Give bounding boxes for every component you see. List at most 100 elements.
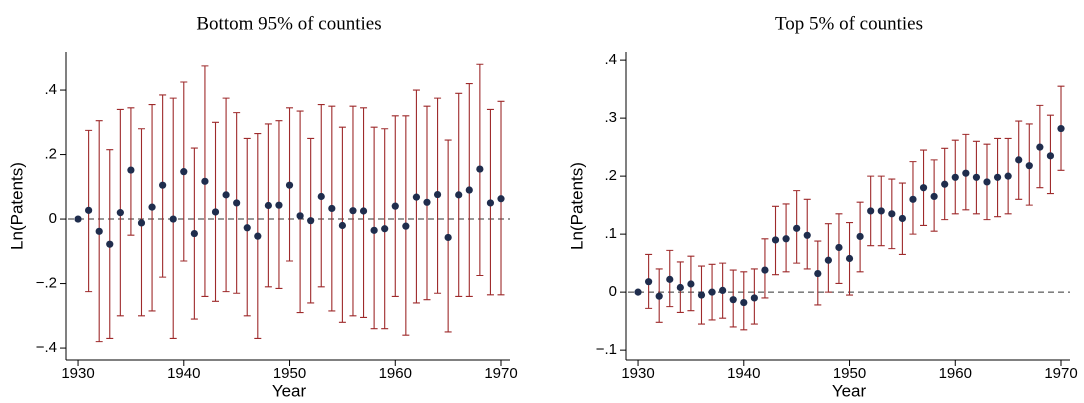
- point: [719, 286, 727, 294]
- y-tick-label: 0: [609, 283, 617, 300]
- point: [634, 288, 642, 296]
- point: [127, 166, 135, 174]
- point: [845, 254, 854, 263]
- x-axis-label: Year: [272, 381, 307, 400]
- point: [444, 233, 452, 242]
- point: [338, 221, 346, 230]
- point: [676, 283, 684, 292]
- point: [328, 204, 336, 213]
- point: [180, 168, 188, 176]
- point: [645, 278, 653, 286]
- point: [962, 169, 970, 177]
- point: [116, 209, 124, 217]
- chart-title: Top 5% of counties: [775, 13, 923, 34]
- point: [888, 210, 896, 218]
- x-axis-label: Year: [832, 381, 867, 400]
- error-bar: [296, 110, 304, 314]
- point: [814, 269, 822, 278]
- point: [412, 193, 421, 201]
- y-tick-label: .1: [604, 225, 617, 242]
- point: [666, 275, 674, 283]
- point: [433, 190, 442, 199]
- x-tick-label: 1970: [1044, 365, 1077, 382]
- point: [729, 296, 737, 304]
- point: [761, 266, 769, 274]
- point: [275, 201, 283, 209]
- point: [740, 298, 748, 307]
- point: [1004, 172, 1012, 180]
- point: [1057, 124, 1065, 133]
- x-tick-label: 1930: [621, 365, 654, 382]
- point: [687, 280, 695, 288]
- point: [919, 184, 928, 192]
- point: [898, 214, 906, 223]
- point: [877, 207, 885, 215]
- point: [455, 191, 463, 199]
- point: [169, 215, 177, 223]
- point: [190, 229, 198, 238]
- point: [423, 198, 431, 206]
- point: [486, 199, 495, 207]
- point: [1025, 162, 1033, 170]
- point: [254, 232, 262, 240]
- y-tick-label: .2: [604, 167, 617, 184]
- point: [655, 292, 663, 300]
- y-tick-label: −.2: [36, 275, 57, 292]
- point: [1036, 143, 1044, 151]
- point: [708, 288, 716, 296]
- point: [793, 224, 801, 232]
- y-tick-label: .3: [604, 109, 617, 126]
- point: [349, 207, 357, 215]
- point: [201, 177, 209, 185]
- x-tick-label: 1950: [273, 365, 306, 382]
- point: [1046, 152, 1055, 160]
- point: [148, 203, 156, 211]
- point: [465, 186, 473, 194]
- chart-title: Bottom 95% of counties: [196, 13, 381, 34]
- point: [697, 291, 706, 299]
- y-tick-label: 0: [49, 210, 57, 227]
- point: [74, 215, 82, 223]
- y-tick-label: −.1: [596, 341, 617, 358]
- point: [782, 235, 790, 243]
- point: [317, 192, 325, 201]
- point: [159, 181, 167, 189]
- point: [95, 227, 103, 235]
- x-tick-label: 1940: [727, 365, 760, 382]
- x-tick-label: 1960: [939, 365, 972, 382]
- point: [993, 173, 1002, 181]
- point: [381, 225, 389, 233]
- point: [867, 207, 875, 215]
- y-tick-label: −.4: [36, 339, 57, 356]
- point: [85, 206, 93, 214]
- y-axis-label: Ln(Patents): [7, 162, 26, 250]
- point: [951, 173, 959, 181]
- point: [941, 180, 949, 188]
- point: [106, 240, 114, 248]
- point: [771, 236, 780, 244]
- point: [972, 173, 981, 181]
- y-tick-label: .2: [44, 146, 57, 163]
- point: [1015, 156, 1023, 164]
- point: [211, 208, 220, 216]
- point: [824, 256, 832, 264]
- point: [909, 195, 917, 203]
- point: [137, 219, 146, 227]
- point: [983, 178, 991, 186]
- x-tick-label: 1940: [167, 365, 200, 382]
- point: [243, 224, 251, 232]
- point: [285, 181, 294, 189]
- point: [835, 243, 843, 252]
- point: [359, 207, 368, 215]
- y-tick-label: .4: [44, 81, 57, 98]
- point: [222, 191, 230, 199]
- point: [930, 192, 938, 201]
- point: [476, 165, 484, 173]
- x-tick-label: 1970: [484, 365, 517, 382]
- point: [307, 217, 315, 225]
- point: [750, 294, 758, 302]
- x-tick-label: 1960: [379, 365, 412, 382]
- x-tick-label: 1950: [833, 365, 866, 382]
- y-axis-label: Ln(Patents): [567, 162, 586, 250]
